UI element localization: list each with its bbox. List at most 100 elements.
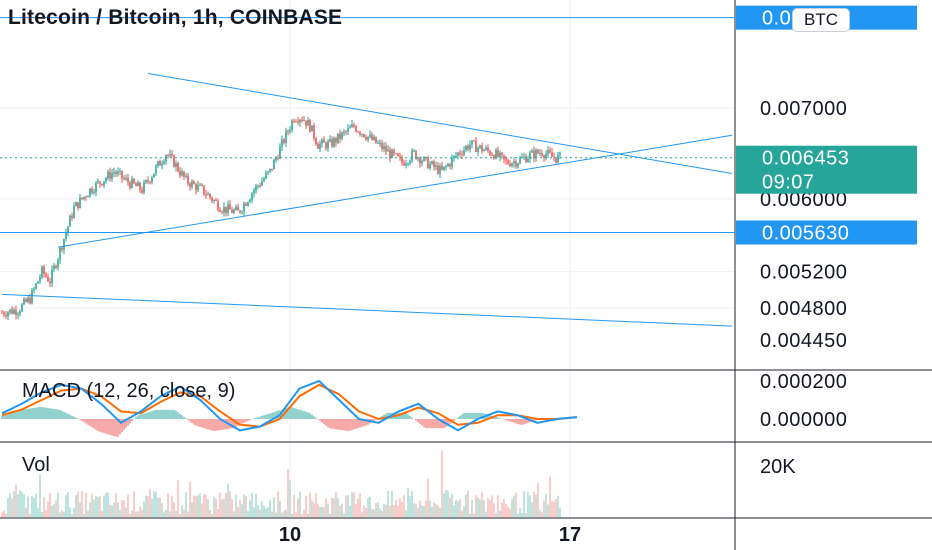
candle-body xyxy=(329,139,331,142)
candle-body xyxy=(187,175,189,184)
candle-body xyxy=(399,156,401,158)
candle-body xyxy=(109,171,111,179)
candle-body xyxy=(293,120,295,122)
candle-body xyxy=(93,192,95,194)
candle-body xyxy=(513,161,515,164)
candle-body xyxy=(49,281,51,284)
countdown-label: 09:07 xyxy=(762,172,815,194)
candle-body xyxy=(113,172,115,174)
candle-body xyxy=(129,182,131,188)
candle-body xyxy=(117,171,119,175)
candle-body xyxy=(227,204,229,213)
candle-body xyxy=(493,155,495,159)
candle-body xyxy=(511,163,513,167)
candle-body xyxy=(87,196,89,198)
candle-body xyxy=(321,139,323,144)
candle-body xyxy=(1,312,3,314)
candle-body xyxy=(371,134,373,140)
candle-body xyxy=(5,314,7,317)
candle-body xyxy=(83,196,85,199)
current-price-label: 0.006453 xyxy=(762,148,849,170)
candle-body xyxy=(135,183,137,187)
candle-body xyxy=(221,211,223,213)
candle-body xyxy=(531,150,533,153)
candle-body xyxy=(439,165,441,174)
candle-body xyxy=(451,157,453,167)
candle-body xyxy=(297,121,299,123)
candle-body xyxy=(405,163,407,166)
volume-bars xyxy=(1,450,561,518)
candle-body xyxy=(307,119,309,126)
candle-body xyxy=(279,146,281,159)
candle-body xyxy=(223,206,225,213)
candle-body xyxy=(95,182,97,193)
candle-body xyxy=(497,149,499,157)
candle-body xyxy=(331,139,333,147)
candle-body xyxy=(43,266,45,274)
candle-body xyxy=(19,311,21,314)
candle-body xyxy=(71,215,73,218)
candle-body xyxy=(537,149,539,154)
candle-body xyxy=(107,171,109,179)
level-tag-label: 0.005630 xyxy=(762,223,849,245)
candle-body xyxy=(489,150,491,155)
candle-body xyxy=(255,185,257,191)
candle-body xyxy=(283,139,285,143)
candle-body xyxy=(317,143,319,149)
candle-body xyxy=(29,297,31,304)
candle-body xyxy=(185,175,187,177)
candle-body xyxy=(89,188,91,197)
candle-body xyxy=(323,139,325,143)
candle-body xyxy=(251,193,253,200)
candle-body xyxy=(263,178,265,182)
currency-badge[interactable]: BTC xyxy=(792,8,850,32)
candle-body xyxy=(207,194,209,196)
price-tick-label: 0.007000 xyxy=(760,98,847,120)
candle-body xyxy=(441,165,443,170)
candle-body xyxy=(115,172,117,175)
candle-body xyxy=(103,181,105,186)
trendline-lower-support xyxy=(57,134,733,248)
candle-body xyxy=(217,200,219,210)
candle-body xyxy=(507,160,509,164)
candle-body xyxy=(33,288,35,291)
candle-body xyxy=(525,156,527,163)
candle-body xyxy=(499,152,501,157)
candle-body xyxy=(459,152,461,155)
candle-body xyxy=(369,134,371,137)
candle-body xyxy=(267,171,269,174)
candle-body xyxy=(171,153,173,156)
candle-body xyxy=(285,130,287,143)
candle-body xyxy=(111,173,113,179)
candle-body xyxy=(105,178,107,182)
candle-body xyxy=(529,152,531,159)
candle-body xyxy=(417,157,419,160)
candle-body xyxy=(51,269,53,284)
macd-tick-label: 0.000000 xyxy=(760,409,847,431)
candle-body xyxy=(495,149,497,159)
time-tick-label: 17 xyxy=(559,524,581,546)
candle-body xyxy=(335,138,337,143)
candle-body xyxy=(139,182,141,190)
candle-body xyxy=(409,160,411,164)
candle-body xyxy=(315,138,317,144)
candle-body xyxy=(555,158,557,163)
candle-body xyxy=(299,119,301,123)
candle-body xyxy=(389,149,391,158)
trendline-upper-resistance xyxy=(147,72,733,174)
candle-body xyxy=(145,180,147,183)
candle-body xyxy=(393,149,395,154)
candle-body xyxy=(17,313,19,316)
candle-body xyxy=(471,140,473,145)
candle-body xyxy=(415,150,417,160)
candle-body xyxy=(189,183,191,188)
candle-body xyxy=(375,136,377,144)
candle-body xyxy=(373,136,375,140)
candle-body xyxy=(503,154,505,160)
candle-body xyxy=(445,166,447,168)
candle-body xyxy=(85,196,87,198)
candle-body xyxy=(505,159,507,161)
candle-body xyxy=(461,154,463,156)
candle-body xyxy=(319,143,321,149)
